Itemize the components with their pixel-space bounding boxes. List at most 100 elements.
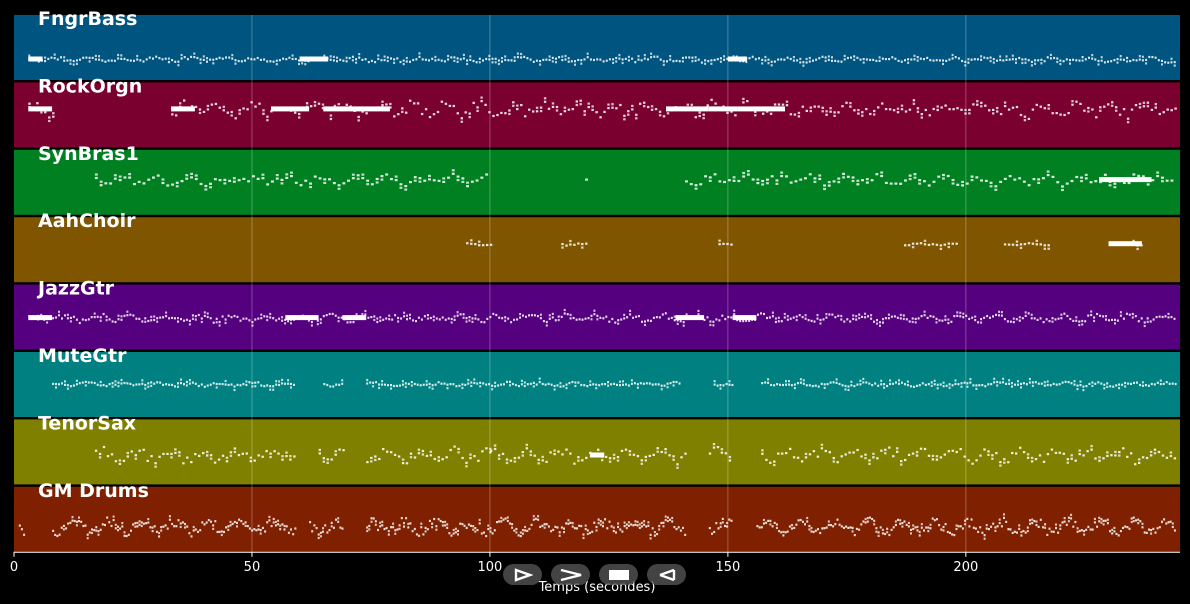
note: [82, 56, 85, 59]
note: [397, 320, 400, 323]
note: [95, 526, 98, 529]
note: [108, 383, 111, 386]
note: [240, 60, 243, 63]
note: [152, 176, 155, 179]
note: [501, 317, 504, 320]
note: [604, 518, 607, 521]
note: [532, 518, 535, 521]
note: [563, 308, 566, 312]
note: [374, 458, 377, 462]
note: [288, 56, 291, 59]
note: [1168, 382, 1171, 385]
note: [97, 533, 100, 536]
note: [559, 382, 562, 385]
forward-button[interactable]: [551, 564, 590, 585]
note: [113, 59, 116, 62]
note: [978, 384, 981, 387]
note: [229, 520, 232, 523]
note: [1128, 313, 1131, 316]
note: [1094, 180, 1098, 183]
note: [900, 460, 903, 463]
note: [653, 531, 656, 534]
note: [716, 58, 719, 61]
note: [538, 377, 541, 380]
note: [164, 524, 167, 527]
note: [770, 175, 774, 178]
note: [1078, 320, 1081, 323]
note: [933, 383, 936, 386]
note: [859, 383, 862, 386]
note: [1103, 105, 1106, 108]
note: [1157, 450, 1161, 454]
note: [418, 534, 421, 537]
note: [1100, 59, 1103, 62]
note: [289, 455, 292, 458]
note: [1091, 57, 1094, 60]
x-tick-label: 200: [953, 560, 978, 575]
note: [141, 382, 144, 385]
note: [440, 382, 443, 385]
note: [215, 57, 218, 60]
note: [593, 313, 596, 316]
note: [1049, 53, 1052, 56]
note: [1137, 320, 1140, 323]
note: [827, 520, 830, 523]
note: [748, 319, 751, 322]
note: [1011, 243, 1015, 246]
note: [615, 60, 618, 63]
note: [263, 315, 266, 318]
note: [547, 382, 550, 385]
note: [216, 530, 219, 534]
note: [94, 54, 97, 57]
note: [898, 382, 900, 385]
stop-button[interactable]: [599, 564, 638, 585]
note: [161, 178, 165, 181]
note: [953, 315, 956, 318]
note: [421, 453, 425, 456]
note: [120, 382, 123, 385]
note: [110, 59, 113, 62]
track-notes: [52, 377, 1177, 392]
note: [888, 446, 891, 449]
note: [577, 459, 580, 462]
note: [123, 531, 126, 534]
note: [575, 103, 578, 107]
note: [910, 532, 912, 535]
note: [1028, 377, 1031, 381]
note: [1070, 179, 1074, 183]
note: [487, 528, 490, 531]
note: [471, 317, 474, 320]
note: [555, 105, 559, 109]
note: [951, 53, 954, 57]
note: [483, 321, 486, 324]
note: [976, 58, 979, 61]
note: [194, 318, 197, 321]
note: [886, 384, 889, 388]
note: [374, 455, 377, 458]
note: [351, 177, 355, 180]
note: [1075, 316, 1078, 319]
note: [825, 110, 828, 113]
note: [681, 60, 684, 63]
note: [884, 452, 887, 455]
note: [504, 319, 507, 322]
note: [370, 517, 373, 520]
note: [1154, 531, 1157, 534]
note: [1134, 463, 1137, 466]
note: [970, 179, 974, 182]
note: [332, 526, 335, 529]
rewind-button[interactable]: [647, 564, 686, 585]
note: [805, 61, 808, 64]
note: [351, 173, 355, 176]
note: [1091, 54, 1094, 57]
note: [699, 183, 703, 186]
note: [1046, 380, 1049, 383]
note: [261, 177, 265, 180]
play-button[interactable]: [503, 564, 542, 585]
track-band: [14, 419, 1180, 485]
note: [319, 318, 322, 321]
note: [844, 453, 847, 456]
note: [191, 317, 194, 320]
note: [162, 383, 165, 386]
note: [548, 314, 551, 317]
